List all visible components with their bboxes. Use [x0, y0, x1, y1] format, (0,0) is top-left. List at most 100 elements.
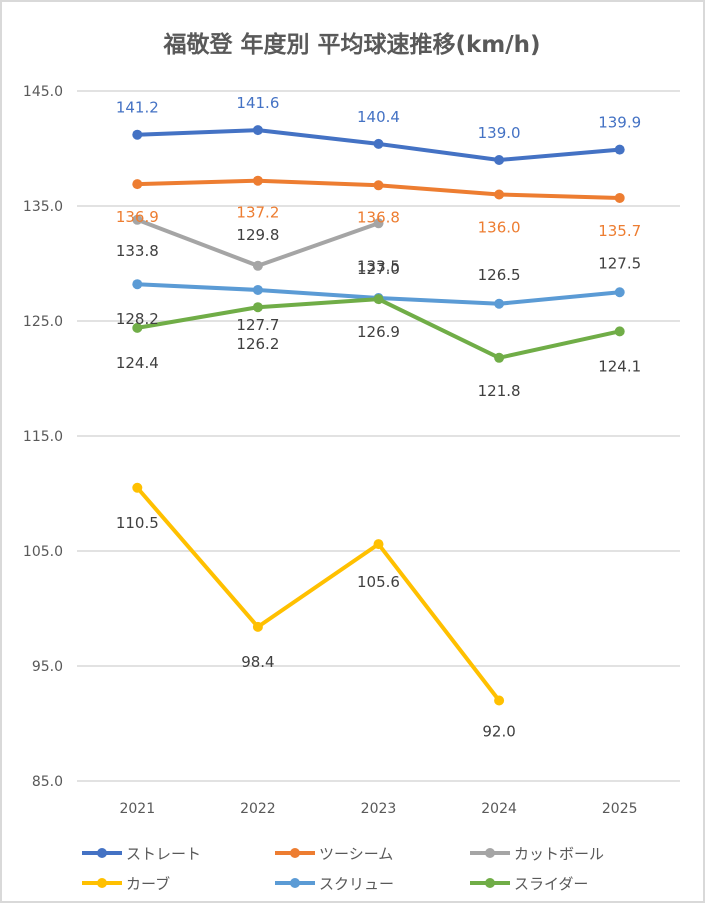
data-label: 135.7: [598, 222, 641, 240]
legend-item[interactable]: スライダー: [470, 875, 588, 893]
data-point[interactable]: [132, 179, 143, 190]
legend-item[interactable]: ツーシーム: [275, 845, 393, 863]
data-label: 121.8: [478, 382, 521, 400]
series-line-segment: [376, 297, 502, 360]
data-label: 126.9: [357, 323, 400, 341]
series-lines: [132, 125, 625, 706]
data-label: 129.8: [236, 226, 279, 244]
data-point[interactable]: [494, 695, 505, 706]
data-label: 136.9: [116, 208, 159, 226]
data-label: 127.5: [598, 254, 641, 272]
data-label: 124.4: [116, 354, 159, 372]
data-point[interactable]: [614, 144, 625, 155]
series-line-segment: [376, 183, 502, 197]
data-label: 127.0: [357, 260, 400, 278]
data-label: 124.1: [598, 357, 641, 375]
series-line-segment: [497, 329, 622, 360]
series-line-segment: [255, 287, 381, 300]
x-tick-label: 2022: [240, 801, 276, 817]
series-5: [132, 294, 625, 363]
data-point[interactable]: [132, 214, 143, 225]
series-line-segment: [135, 305, 260, 330]
data-point[interactable]: [373, 138, 384, 149]
data-point[interactable]: [252, 175, 263, 186]
legend-item[interactable]: カットボール: [470, 845, 604, 863]
data-point[interactable]: [494, 155, 505, 165]
series-line-segment: [255, 221, 381, 268]
series-line-segment: [255, 128, 381, 146]
data-point[interactable]: [373, 539, 384, 550]
series-line-segment: [135, 128, 260, 137]
data-point[interactable]: [252, 125, 263, 136]
x-tick-label: 2024: [481, 801, 517, 817]
legend-item[interactable]: スクリュー: [275, 875, 394, 893]
series-line-segment: [376, 141, 502, 162]
data-point[interactable]: [373, 180, 384, 191]
chart-title: 福敬登 年度別 平均球速推移(km/h): [162, 31, 540, 58]
legend-marker-icon: [290, 848, 300, 858]
y-tick-label: 95.0: [32, 659, 63, 675]
data-point[interactable]: [252, 284, 263, 295]
x-axis-ticks: 2021 2022 2023 2024 2025: [119, 801, 637, 817]
series-line-segment: [135, 178, 260, 187]
y-tick-label: 115.0: [23, 429, 63, 445]
series-line-segment: [255, 542, 381, 629]
data-point[interactable]: [132, 322, 143, 333]
series-line-segment: [255, 178, 381, 188]
legend-label: ストレート: [126, 845, 201, 863]
data-point[interactable]: [494, 352, 505, 363]
y-tick-label: 145.0: [23, 84, 63, 100]
legend-label: スクリュー: [319, 875, 394, 893]
legend-marker-icon: [290, 878, 300, 888]
series-line-segment: [497, 192, 622, 200]
y-tick-label: 85.0: [32, 774, 63, 790]
data-label: 141.2: [116, 99, 159, 117]
data-labels: 141.2 141.6 140.4 139.0 139.9 136.9 137.2 136.8…: [116, 94, 641, 740]
series-line-segment: [135, 282, 260, 292]
data-point[interactable]: [132, 279, 143, 290]
series-line-segment: [497, 147, 622, 162]
series-line-segment: [255, 297, 381, 310]
data-label: 127.7: [236, 316, 279, 334]
legend-item[interactable]: ストレート: [82, 845, 201, 863]
series-line-segment: [135, 217, 260, 268]
series-line-segment: [135, 485, 260, 629]
y-tick-label: 135.0: [23, 199, 63, 215]
data-point[interactable]: [252, 302, 263, 313]
legend-label: カットボール: [514, 845, 604, 863]
data-label: 139.0: [478, 124, 521, 142]
y-tick-label: 125.0: [23, 314, 63, 330]
series-line-segment: [497, 290, 622, 306]
data-label: 128.2: [116, 310, 159, 328]
legend-marker-icon: [97, 878, 107, 888]
legend-label: ツーシーム: [319, 845, 393, 863]
data-point[interactable]: [494, 298, 505, 309]
data-point[interactable]: [614, 192, 625, 203]
legend-marker-icon: [97, 848, 107, 858]
series-2: [132, 214, 384, 271]
data-label: 139.9: [598, 114, 641, 132]
data-label: 136.0: [478, 219, 521, 237]
data-point[interactable]: [373, 218, 384, 229]
data-point[interactable]: [614, 326, 625, 337]
data-point[interactable]: [494, 189, 505, 200]
gridlines: [77, 90, 680, 782]
series-3: [132, 482, 505, 706]
legend-item[interactable]: カーブ: [82, 875, 170, 893]
data-point[interactable]: [132, 129, 143, 140]
data-point[interactable]: [373, 294, 384, 305]
data-point[interactable]: [614, 287, 625, 298]
data-label: 136.8: [357, 208, 400, 226]
data-point[interactable]: [252, 621, 263, 632]
legend-marker-icon: [485, 848, 495, 858]
data-point[interactable]: [252, 260, 263, 271]
legend-marker-icon: [485, 878, 495, 888]
data-point[interactable]: [132, 482, 143, 493]
data-label: 110.5: [116, 514, 159, 532]
series-4: [132, 279, 625, 309]
y-axis-ticks: 145.0 135.0 125.0 115.0 105.0 95.0 85.0: [23, 84, 63, 790]
x-tick-label: 2023: [361, 801, 397, 817]
data-label: 137.2: [236, 204, 279, 222]
